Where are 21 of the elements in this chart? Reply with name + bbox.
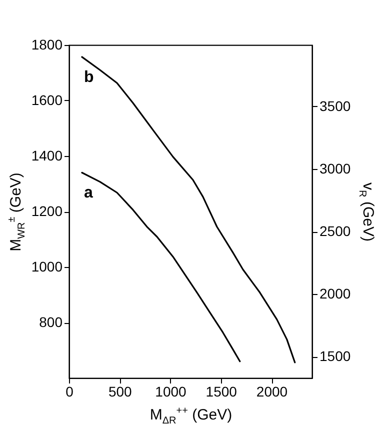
x-tick-label: 1000 — [155, 384, 187, 400]
y2-tick-label: 3000 — [320, 160, 351, 176]
y-tick-label: 1400 — [31, 148, 63, 164]
y2-tick-label: 2000 — [320, 286, 351, 302]
y-tick-label: 800 — [39, 314, 63, 330]
series-label: b — [84, 68, 94, 86]
y-tick-label: 1600 — [31, 92, 63, 108]
y2-tick-label: 1500 — [320, 348, 351, 364]
y-tick-label: 1200 — [31, 203, 63, 219]
series-label: a — [84, 184, 93, 202]
x-tick-label: 2000 — [256, 384, 288, 400]
x-tick-label: 0 — [66, 384, 74, 400]
y-tick-label: 1000 — [31, 258, 63, 274]
y2-tick-label: 2500 — [320, 223, 351, 240]
y-tick-label: 1800 — [31, 36, 63, 52]
x-tick-label: 1500 — [206, 384, 238, 400]
y2-tick-label: 3500 — [320, 98, 351, 114]
x-tick-label: 500 — [108, 384, 132, 400]
x-axis-title: M$_{ΔR}$$^{++}$ (GeV) — [150, 406, 232, 426]
line-series — [81, 172, 241, 362]
line-series — [81, 56, 296, 364]
